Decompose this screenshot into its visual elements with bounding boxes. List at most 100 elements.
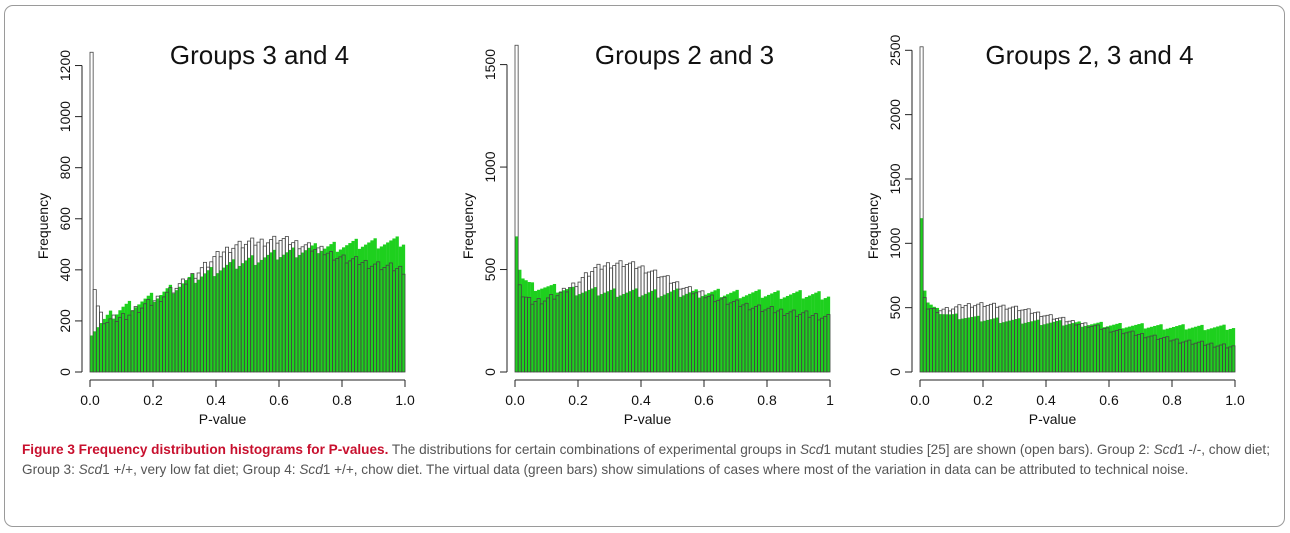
y-tick-label: 1200: [57, 50, 73, 81]
green-bar: [165, 288, 169, 372]
green-bar: [1172, 326, 1176, 372]
green-bar: [704, 294, 708, 372]
green-bar: [275, 259, 280, 372]
green-bar: [203, 273, 207, 372]
y-axis-label: Frequency: [460, 193, 476, 259]
green-bar: [96, 327, 100, 372]
green-bar: [197, 279, 201, 372]
green-bar: [124, 303, 128, 372]
green-bar: [140, 301, 144, 372]
green-bar: [1131, 325, 1135, 372]
green-bar: [190, 273, 195, 372]
green-bar: [760, 297, 764, 372]
green-bar: [1175, 326, 1179, 372]
green-bar: [603, 292, 607, 372]
green-bar: [1184, 329, 1188, 372]
green-bar: [785, 295, 790, 372]
green-bar: [1030, 321, 1034, 372]
x-tick-label: 0.8: [332, 392, 352, 408]
green-bar: [1074, 322, 1078, 372]
green-bar: [782, 297, 787, 372]
y-tick-label: 0: [57, 368, 73, 376]
green-bar: [923, 290, 927, 372]
green-bar: [559, 291, 563, 372]
green-bar: [995, 317, 999, 372]
green-bar: [757, 289, 761, 372]
green-bar: [625, 292, 629, 372]
green-bar: [386, 242, 390, 372]
green-bar: [90, 335, 94, 372]
chart-title: Groups 2, 3 and 4: [985, 40, 1193, 70]
green-bar: [644, 293, 648, 372]
green-bar: [555, 292, 560, 372]
green-bar: [590, 288, 594, 372]
green-bar: [263, 257, 267, 372]
green-bar: [659, 296, 664, 372]
green-bar: [216, 273, 220, 372]
green-bar: [751, 292, 755, 372]
green-bar: [112, 318, 116, 372]
green-bar: [1153, 325, 1157, 372]
green-bar: [143, 298, 147, 372]
histogram-groups-2-3-4: Groups 2, 3 and 4 0 500 1000 1500 2000 2500 Fre…: [860, 12, 1245, 442]
green-bar: [823, 298, 827, 372]
green-bar: [342, 247, 346, 372]
histogram-row: Groups 3 and 4 0 200 400 600 800 1000 1200 Frequ…: [30, 12, 1245, 442]
green-bar: [549, 285, 553, 372]
green-bar: [748, 293, 752, 372]
green-bar: [964, 318, 968, 372]
green-bar: [1055, 321, 1059, 372]
green-bar: [1014, 319, 1018, 372]
green-bar: [666, 293, 670, 372]
green-bar: [234, 268, 239, 372]
green-bar: [137, 304, 141, 372]
green-bar: [738, 298, 742, 372]
green-bar: [1121, 328, 1125, 372]
green-bar: [1112, 324, 1116, 372]
green-bar: [992, 318, 996, 372]
green-bar: [773, 291, 777, 372]
green-bar: [351, 240, 355, 372]
y-tick-label: 2500: [887, 35, 903, 66]
histogram-groups-3-4: Groups 3 and 4 0 200 400 600 800 1000 1200 Frequ…: [30, 12, 415, 442]
green-bar: [288, 249, 292, 372]
green-bar: [672, 290, 676, 372]
y-tick-label: 800: [57, 156, 73, 180]
green-bar: [389, 240, 393, 372]
green-bar: [807, 295, 812, 372]
green-bar: [710, 291, 714, 372]
green-bar: [392, 238, 396, 372]
green-bar: [920, 218, 924, 372]
green-bar: [364, 244, 368, 372]
green-bar: [370, 240, 374, 372]
green-bar: [729, 292, 733, 372]
green-bar: [1042, 324, 1047, 372]
green-bar: [1033, 320, 1037, 372]
green-bar: [998, 322, 1003, 372]
green-bar: [653, 289, 657, 372]
green-bar: [596, 295, 601, 372]
green-bar: [789, 294, 793, 372]
green-bar: [568, 287, 572, 372]
green-bar: [986, 319, 990, 372]
green-bar: [291, 247, 295, 372]
green-bar: [562, 290, 566, 372]
green-bar: [1159, 324, 1163, 372]
open-bar: [401, 273, 406, 373]
green-bar: [722, 295, 727, 372]
green-bar: [1187, 328, 1192, 372]
green-bar: [282, 254, 286, 372]
green-bar: [200, 276, 204, 372]
green-bar: [552, 283, 557, 372]
green-bar: [637, 296, 642, 372]
x-tick-label: 0.4: [631, 392, 651, 408]
green-bar: [253, 264, 258, 372]
green-bar: [272, 249, 276, 372]
green-bar: [1046, 323, 1050, 372]
green-bar: [1134, 324, 1138, 372]
green-bar: [260, 259, 264, 372]
green-bar: [1194, 326, 1198, 372]
green-bar: [127, 300, 132, 372]
x-tick-label: 0.6: [269, 392, 289, 408]
green-bar: [1058, 320, 1062, 372]
